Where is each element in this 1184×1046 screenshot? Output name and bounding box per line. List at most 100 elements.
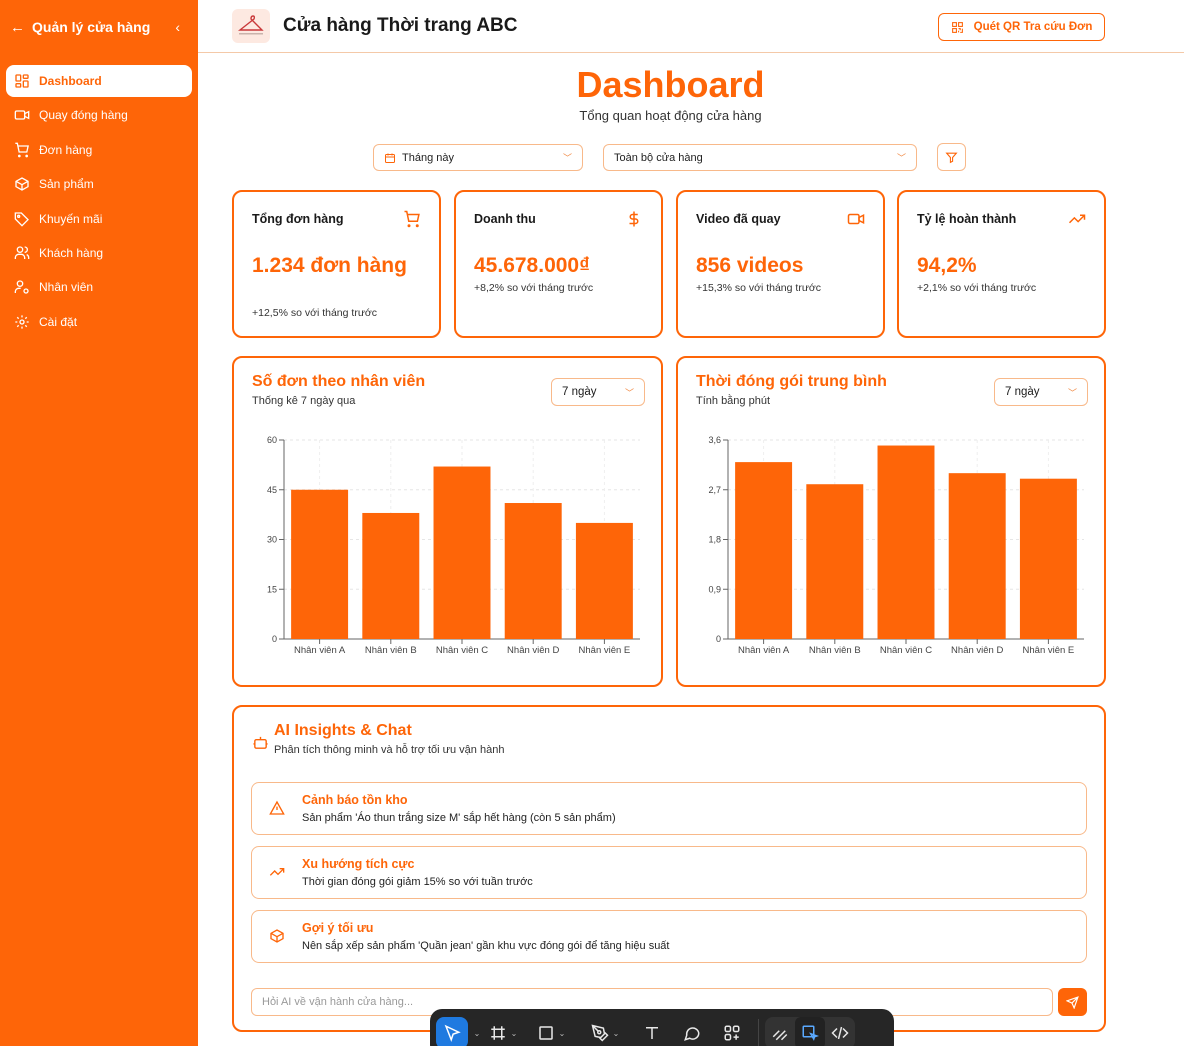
y-tick-label: 0: [272, 634, 277, 644]
insight-optimization[interactable]: Gợi ý tối ưu Nên sắp xếp sản phẩm 'Quần …: [251, 910, 1087, 963]
sidebar-item-label: Dashboard: [39, 74, 102, 88]
stat-value: 856 videos: [696, 254, 804, 277]
bar[interactable]: [806, 484, 864, 639]
user-cog-icon: [14, 280, 29, 295]
stat-value: 1.234 đơn hàng: [252, 254, 407, 277]
sidebar-item-packing-video[interactable]: Quay đóng hàng: [6, 99, 192, 131]
components-icon: [724, 1025, 740, 1041]
insight-stock-warning[interactable]: Cảnh báo tồn kho Sản phẩm 'Áo thun trắng…: [251, 782, 1087, 835]
sidebar-item-dashboard[interactable]: Dashboard: [6, 65, 192, 97]
sidebar-item-staff[interactable]: Nhân viên: [6, 271, 192, 303]
sidebar-item-label: Quay đóng hàng: [39, 108, 128, 123]
rectangle-icon: [538, 1026, 553, 1040]
dev-mode-button[interactable]: [825, 1017, 855, 1046]
stat-label: Doanh thu: [474, 212, 536, 226]
store-select[interactable]: Toàn bộ cửa hàng ﹀: [603, 144, 917, 171]
store-title: Cửa hàng Thời trang ABC: [283, 15, 518, 36]
bar[interactable]: [362, 512, 420, 639]
comment-tool-button[interactable]: [672, 1017, 712, 1046]
sidebar-nav: Dashboard Quay đóng hàng Đơn hàng Sản ph…: [0, 54, 198, 351]
toolbar-divider: [758, 1019, 759, 1046]
stat-card-revenue: Doanh thu 45.678.000₫ +8,2% so với tháng…: [454, 190, 663, 338]
y-tick-label: 45: [267, 485, 277, 495]
design-toolbar: ⌄ ⌄ ⌄ ⌄: [430, 1009, 894, 1046]
sidebar-item-label: Nhân viên: [39, 280, 94, 295]
period-select-value: Tháng này: [402, 151, 454, 164]
package-icon: [15, 177, 29, 191]
insight-text: Nên sắp xếp sản phẩm 'Quần jean' gần khu…: [302, 940, 670, 952]
x-tick-label: Nhân viên A: [738, 645, 790, 656]
bar[interactable]: [433, 466, 491, 639]
qr-lookup-button[interactable]: Quét QR Tra cứu Đơn: [938, 13, 1105, 41]
filter-icon: [945, 152, 958, 163]
back-arrow-icon[interactable]: ←: [10, 18, 25, 36]
design-mode-button[interactable]: [795, 1017, 825, 1046]
bar[interactable]: [877, 445, 935, 639]
draw-icon: [772, 1030, 788, 1041]
y-tick-label: 15: [267, 584, 277, 594]
sidebar-title: Quản lý cửa hàng: [32, 19, 151, 35]
x-tick-label: Nhân viên E: [1023, 645, 1075, 656]
top-header: Cửa hàng Thời trang ABC Quét QR Tra cứu …: [198, 0, 1184, 53]
stat-card-completion: Tỷ lệ hoàn thành 94,2% +2,1% so với thán…: [897, 190, 1106, 338]
insight-title: Cảnh báo tồn kho: [302, 793, 408, 807]
insight-text: Sản phẩm 'Áo thun trắng size M' sắp hết …: [302, 812, 616, 824]
sidebar-item-label: Sản phẩm: [39, 177, 94, 192]
sidebar-item-label: Khuyến mãi: [39, 211, 103, 226]
ai-title: AI Insights & Chat: [274, 722, 412, 739]
collapse-chevron-icon[interactable]: ‹: [175, 19, 180, 35]
chart-subtitle: Tính bằng phút: [696, 395, 771, 407]
range-value: 7 ngày: [562, 386, 597, 398]
qr-code-icon: [951, 21, 963, 33]
qr-lookup-label: Quét QR Tra cứu Đơn: [973, 21, 1093, 33]
stat-label: Tỷ lệ hoàn thành: [917, 212, 1017, 226]
dollar-icon: [629, 211, 639, 227]
frame-tool-button[interactable]: ⌄: [482, 1017, 524, 1046]
period-select[interactable]: Tháng này ﹀: [373, 144, 583, 171]
stat-value: 45.678.000₫: [474, 254, 590, 277]
bar[interactable]: [735, 462, 793, 639]
bar[interactable]: [1019, 478, 1077, 639]
caret-down-icon: ⌄: [473, 1028, 481, 1038]
sidebar-item-customers[interactable]: Khách hàng: [6, 237, 192, 269]
bar[interactable]: [504, 503, 562, 639]
bar[interactable]: [948, 473, 1006, 639]
insight-text: Thời gian đóng gói giảm 15% so với tuần …: [302, 876, 533, 888]
chart-title: Thời đóng gói trung bình: [696, 373, 887, 390]
move-tool-button[interactable]: [436, 1017, 468, 1046]
dashboard-icon: [15, 74, 29, 88]
comment-icon: [684, 1027, 700, 1041]
sidebar-item-orders[interactable]: Đơn hàng: [6, 134, 192, 166]
sidebar-item-label: Đơn hàng: [39, 142, 93, 157]
hanger-icon: [237, 15, 264, 35]
filter-button[interactable]: [937, 143, 966, 171]
chevron-down-icon: ﹀: [624, 388, 634, 398]
video-icon: [847, 213, 865, 225]
components-tool-button[interactable]: [712, 1017, 752, 1046]
trending-up-icon: [1068, 214, 1086, 224]
bar[interactable]: [291, 489, 349, 639]
draw-mode-button[interactable]: [765, 1017, 795, 1046]
move-tool-caret[interactable]: ⌄: [468, 1017, 482, 1046]
sidebar-item-settings[interactable]: Cài đặt: [6, 306, 192, 338]
tag-icon: [14, 211, 29, 227]
sidebar-item-promotions[interactable]: Khuyến mãi: [6, 203, 192, 235]
text-icon: [646, 1027, 658, 1039]
sidebar-item-products[interactable]: Sản phẩm: [6, 168, 192, 200]
design-mode-icon: [802, 1025, 819, 1041]
send-icon: [1066, 995, 1079, 1009]
x-tick-label: Nhân viên A: [294, 645, 346, 656]
bar[interactable]: [575, 522, 633, 639]
page-subtitle: Tổng quan hoạt động cửa hàng: [579, 108, 762, 123]
text-tool-button[interactable]: [632, 1017, 672, 1046]
pen-tool-button[interactable]: ⌄: [578, 1017, 632, 1046]
stat-label: Tổng đơn hàng: [252, 212, 344, 226]
send-button[interactable]: [1058, 988, 1087, 1016]
sidebar-header: ← Quản lý cửa hàng ‹: [0, 0, 198, 54]
packing-bar-chart: 0 0,9 1,8 2,7 3,6 Nhân viên A Nhân viên B Nhân …: [708, 435, 1084, 656]
shape-tool-button[interactable]: ⌄: [524, 1017, 578, 1046]
insight-positive-trend[interactable]: Xu hướng tích cực Thời gian đóng gói giả…: [251, 846, 1087, 899]
orders-range-select[interactable]: 7 ngày ﹀: [551, 378, 645, 406]
packing-range-select[interactable]: 7 ngày ﹀: [994, 378, 1088, 406]
stat-delta: +15,3% so với tháng trước: [696, 282, 821, 294]
